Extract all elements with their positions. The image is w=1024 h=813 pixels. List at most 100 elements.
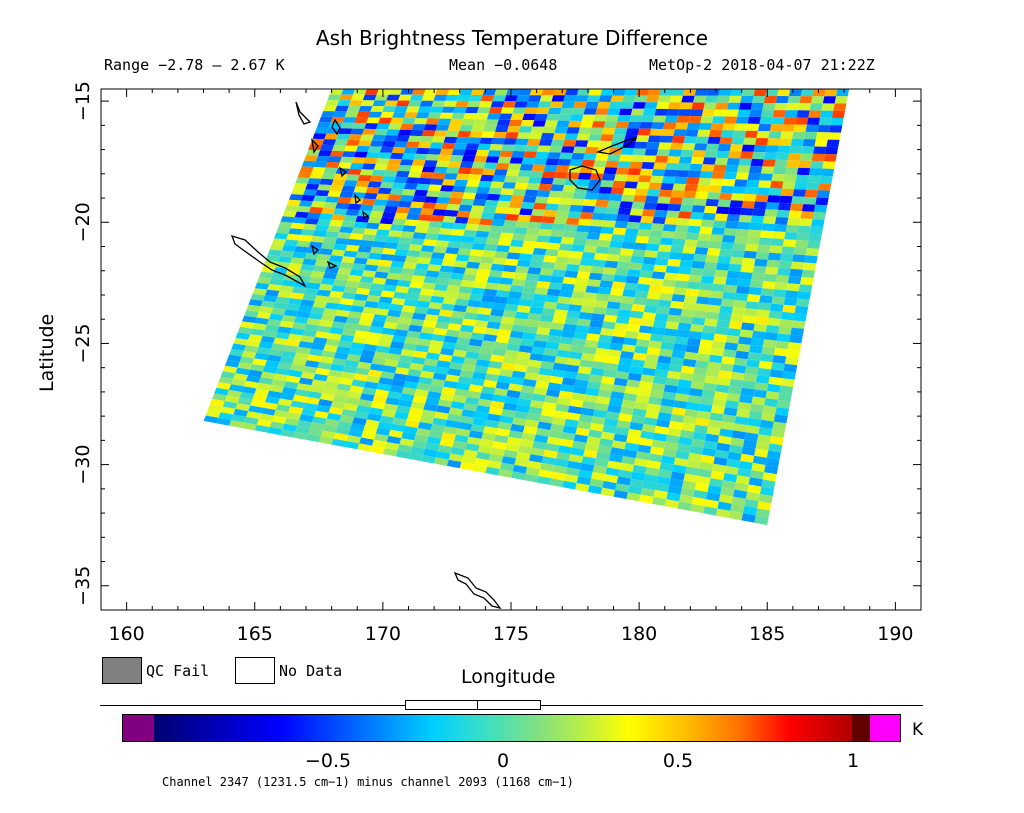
swath-cell [619, 406, 634, 416]
swath-cell [308, 428, 323, 437]
swath-cell [379, 415, 395, 424]
swath-cell [520, 120, 535, 127]
swath-cell [502, 402, 518, 411]
swath-cell [709, 412, 724, 422]
swath-cell [519, 438, 534, 448]
swath-cell [550, 322, 565, 331]
swath-cell [691, 438, 706, 448]
swath-cell [754, 515, 769, 526]
swath-cell [598, 186, 613, 194]
swath-cell [777, 145, 791, 153]
swath-cell [648, 453, 663, 463]
swath-cell [358, 399, 373, 408]
swath-cell [356, 145, 370, 152]
swath-cell [740, 387, 755, 397]
swath-cell [591, 166, 606, 174]
swath-cell [669, 478, 684, 488]
swath-cell [396, 100, 410, 107]
swath-cell [699, 461, 714, 471]
swath-cell [758, 180, 772, 188]
swath-cell [463, 312, 478, 320]
swath-cell [430, 378, 446, 387]
swath-cell [656, 251, 671, 259]
swath-cell [419, 172, 434, 179]
swath-cell [393, 141, 408, 148]
swath-cell [661, 230, 675, 239]
swath-cell [725, 277, 739, 286]
swath-cell [471, 243, 486, 251]
swath-cell [323, 105, 337, 112]
swath-cell [413, 118, 428, 125]
swath-cell [827, 132, 841, 140]
colorbar-slider-handle[interactable] [477, 700, 478, 710]
swath-cell [497, 156, 512, 164]
swath-cell [573, 434, 589, 443]
swath-cell [420, 370, 435, 379]
swath-cell [321, 350, 336, 358]
swath-cell [522, 113, 537, 121]
swath-cell [505, 132, 519, 139]
colorbar-slider[interactable] [405, 700, 541, 710]
swath-cell [772, 289, 787, 298]
swath-cell [596, 193, 611, 201]
y-axis-label: Latitude [36, 313, 58, 392]
swath-cell [428, 302, 443, 310]
swath-cell [784, 110, 798, 118]
swath-cell [800, 211, 814, 220]
swath-cell [301, 408, 316, 417]
swath-cell [420, 326, 435, 334]
swath-cell [747, 418, 762, 427]
swath-cell [262, 295, 278, 303]
swath-cell [481, 432, 496, 442]
swath-cell [515, 311, 530, 320]
swath-cell [580, 305, 595, 314]
colorbar-caption: Channel 2347 (1231.5 cm−1) minus channel… [162, 775, 574, 789]
swath-cell [649, 446, 665, 456]
swath-cell [534, 287, 549, 296]
swath-cell [341, 292, 356, 300]
swath-cell [233, 338, 249, 346]
swath-cell [388, 429, 404, 439]
swath-cell [401, 387, 417, 396]
swath-cell [495, 163, 510, 170]
swath-cell [635, 339, 650, 348]
swath-cell [672, 464, 687, 474]
swath-cell [736, 285, 750, 295]
swath-cell [349, 305, 365, 313]
swath-cell [477, 352, 492, 361]
swath-cell [627, 428, 642, 438]
swath-cell [474, 320, 489, 328]
swath-cell [490, 308, 505, 317]
swath-cell [286, 375, 301, 384]
swath-cell [343, 323, 359, 331]
swath-cell [690, 212, 704, 220]
swath-cell [765, 145, 779, 153]
swath-cell [321, 207, 336, 215]
swath-cell [612, 329, 627, 338]
swath-cell [333, 432, 349, 442]
swath-cell [470, 89, 485, 95]
swath-cell [359, 169, 374, 176]
swath-cell [653, 162, 667, 170]
swath-cell [322, 387, 337, 396]
swath-cell [744, 366, 759, 376]
swath-cell [569, 399, 584, 408]
no-data-swatch [235, 657, 275, 684]
swath-cell [717, 255, 732, 264]
swath-cell [683, 473, 698, 483]
swath-cell [368, 289, 383, 297]
swath-cell [549, 478, 564, 488]
swath-cell [746, 359, 760, 368]
swath-cell [445, 94, 460, 101]
swath-cell [235, 403, 251, 412]
swath-cell [777, 89, 791, 97]
swath-cell [362, 94, 377, 101]
swath-cell [287, 263, 303, 270]
swath-cell [393, 291, 408, 300]
swath-cell [428, 184, 442, 192]
swath-cell [569, 251, 584, 259]
swath-cell [649, 389, 664, 399]
swath-cell [297, 420, 312, 429]
swath-cell [369, 211, 384, 218]
swath-cell [548, 236, 563, 244]
